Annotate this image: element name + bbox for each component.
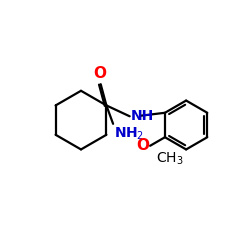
Text: O: O xyxy=(93,66,106,81)
Text: NH: NH xyxy=(131,108,154,122)
Text: CH$_3$: CH$_3$ xyxy=(156,150,183,166)
Text: O: O xyxy=(136,138,149,153)
Text: NH$_2$: NH$_2$ xyxy=(114,126,144,142)
